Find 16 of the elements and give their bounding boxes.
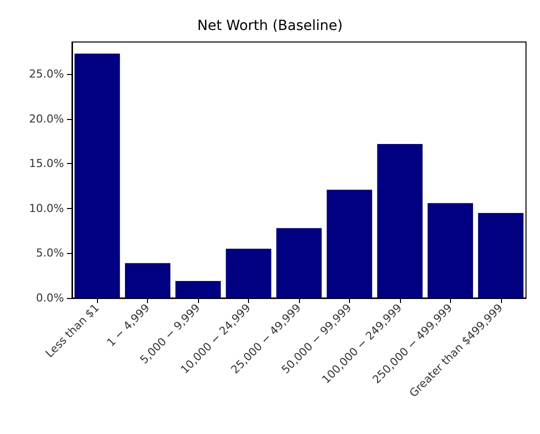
y-tick-label: 10.0% (29, 202, 64, 215)
bar (326, 190, 372, 298)
bar (377, 144, 423, 298)
y-tick-label: 15.0% (29, 157, 64, 170)
bar (124, 263, 170, 298)
y-tick-label: 0.0% (36, 292, 64, 304)
bar (74, 54, 120, 298)
y-tick-label: 20.0% (29, 112, 64, 126)
y-tick-label: 25.0% (29, 68, 64, 81)
bar (226, 248, 272, 298)
chart-title: Net Worth (Baseline) (197, 18, 343, 34)
bar (276, 228, 322, 298)
bar (478, 212, 524, 298)
bar (428, 203, 474, 298)
bar (175, 280, 221, 298)
y-tick-label: 5.0% (36, 246, 64, 260)
